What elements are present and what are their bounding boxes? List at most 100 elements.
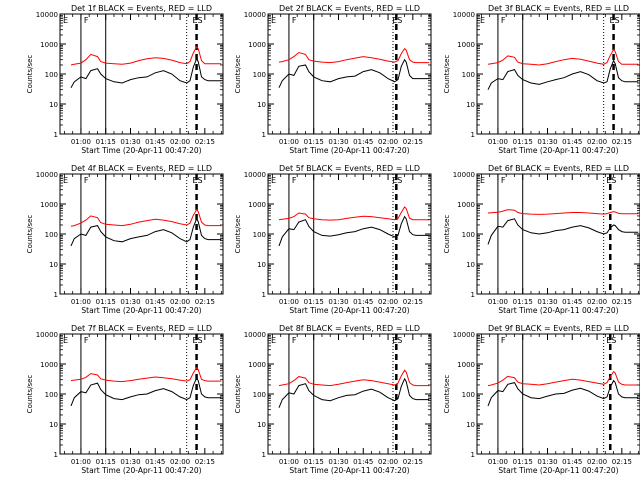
plot-frame <box>59 173 224 295</box>
x-tick-label: 01:15 <box>96 458 116 466</box>
panel-title: Det 1f BLACK = Events, RED = LLD <box>71 4 212 13</box>
series-events-line <box>70 377 222 407</box>
x-tick-label: 01:45 <box>145 298 165 306</box>
x-tick-label: 01:30 <box>120 298 140 306</box>
series-lld-line <box>487 48 639 66</box>
series-events-line <box>70 57 222 88</box>
marker-label-es: ES <box>609 16 619 25</box>
y-tick-label: 1000 <box>40 41 58 49</box>
series-lld-line <box>70 46 222 66</box>
series-lld-line <box>278 369 430 387</box>
x-tick-label: 01:00 <box>71 458 91 466</box>
marker-letter-e: E <box>63 176 68 185</box>
y-axis-label: Counts/sec <box>443 55 451 94</box>
x-tick-label: 01:15 <box>513 458 533 466</box>
series-events-line <box>487 379 639 407</box>
marker-letter-f: F <box>84 16 89 25</box>
x-axis-label: Start Time (20-Apr-11 00:47:20) <box>81 146 201 155</box>
x-axis-label: Start Time (20-Apr-11 00:47:20) <box>498 306 618 315</box>
y-tick-label: 10 <box>257 261 266 269</box>
y-axis-label: Counts/sec <box>234 55 242 94</box>
x-tick-label: 01:30 <box>328 458 348 466</box>
y-tick-label: 10000 <box>36 331 58 339</box>
series-lld-line <box>70 366 222 383</box>
x-tick-label: 01:00 <box>279 298 299 306</box>
y-tick-label: 10 <box>466 261 475 269</box>
y-tick-label: 1 <box>471 291 475 299</box>
plot-frame <box>267 13 432 135</box>
y-tick-label: 10000 <box>453 11 475 19</box>
series-lld-line <box>487 209 639 215</box>
x-tick-label: 02:00 <box>587 458 607 466</box>
marker-letter-e: E <box>271 16 276 25</box>
x-axis-label: Start Time (20-Apr-11 00:47:20) <box>498 146 618 155</box>
x-tick-label: 01:45 <box>145 138 165 146</box>
plot-frame <box>476 13 640 135</box>
x-tick-label: 02:15 <box>612 458 632 466</box>
x-tick-label: 01:45 <box>353 458 373 466</box>
y-tick-label: 1000 <box>40 201 58 209</box>
x-tick-label: 01:00 <box>279 458 299 466</box>
x-tick-label: 01:15 <box>304 458 324 466</box>
y-tick-label: 10000 <box>36 171 58 179</box>
y-tick-label: 100 <box>45 391 58 399</box>
series-events-line <box>278 377 430 408</box>
x-tick-label: 01:30 <box>537 298 557 306</box>
x-tick-label: 01:00 <box>71 298 91 306</box>
marker-label-es: ES <box>192 336 202 345</box>
x-tick-label: 01:45 <box>145 458 165 466</box>
x-tick-label: 02:00 <box>587 138 607 146</box>
y-axis-label: Counts/sec <box>26 375 34 414</box>
x-tick-label: 02:00 <box>378 298 398 306</box>
x-tick-label: 01:00 <box>488 138 508 146</box>
x-tick-label: 02:00 <box>378 458 398 466</box>
y-axis-label: Counts/sec <box>26 55 34 94</box>
x-tick-label: 01:15 <box>96 298 116 306</box>
x-tick-label: 01:45 <box>353 298 373 306</box>
y-tick-label: 1000 <box>248 361 266 369</box>
x-tick-label: 01:30 <box>537 138 557 146</box>
marker-letter-f: F <box>84 176 89 185</box>
x-tick-label: 01:45 <box>562 458 582 466</box>
panel-title: Det 3f BLACK = Events, RED = LLD <box>488 4 629 13</box>
marker-label-es: ES <box>392 176 402 185</box>
series-events-line <box>70 217 222 247</box>
y-tick-label: 10 <box>466 101 475 109</box>
panel-title: Det 2f BLACK = Events, RED = LLD <box>279 4 420 13</box>
x-tick-label: 01:30 <box>120 458 140 466</box>
y-tick-label: 100 <box>253 391 266 399</box>
x-tick-label: 02:00 <box>170 138 190 146</box>
x-tick-label: 01:30 <box>120 138 140 146</box>
marker-letter-e: E <box>480 336 485 345</box>
x-tick-label: 01:15 <box>513 298 533 306</box>
y-tick-label: 100 <box>253 71 266 79</box>
marker-letter-f: F <box>292 336 297 345</box>
marker-letter-f: F <box>501 336 506 345</box>
series-events-line <box>278 215 430 247</box>
x-tick-label: 02:15 <box>612 298 632 306</box>
series-lld-line <box>278 47 430 64</box>
x-tick-label: 02:00 <box>170 458 190 466</box>
y-tick-label: 100 <box>45 231 58 239</box>
panel-title: Det 5f BLACK = Events, RED = LLD <box>279 164 420 173</box>
marker-letter-e: E <box>271 176 276 185</box>
x-tick-label: 01:00 <box>279 138 299 146</box>
marker-label-es: ES <box>192 16 202 25</box>
x-tick-label: 02:15 <box>195 458 215 466</box>
y-tick-label: 10000 <box>244 11 266 19</box>
y-tick-label: 1 <box>54 451 58 459</box>
plot-frame <box>476 173 640 295</box>
x-axis-label: Start Time (20-Apr-11 00:47:20) <box>498 466 618 475</box>
x-tick-label: 01:15 <box>96 138 116 146</box>
panel-title: Det 7f BLACK = Events, RED = LLD <box>71 324 212 333</box>
x-tick-label: 01:15 <box>304 138 324 146</box>
y-tick-label: 1 <box>262 451 266 459</box>
plot-frame <box>59 13 224 135</box>
series-lld-line <box>278 206 430 221</box>
marker-letter-f: F <box>292 176 297 185</box>
